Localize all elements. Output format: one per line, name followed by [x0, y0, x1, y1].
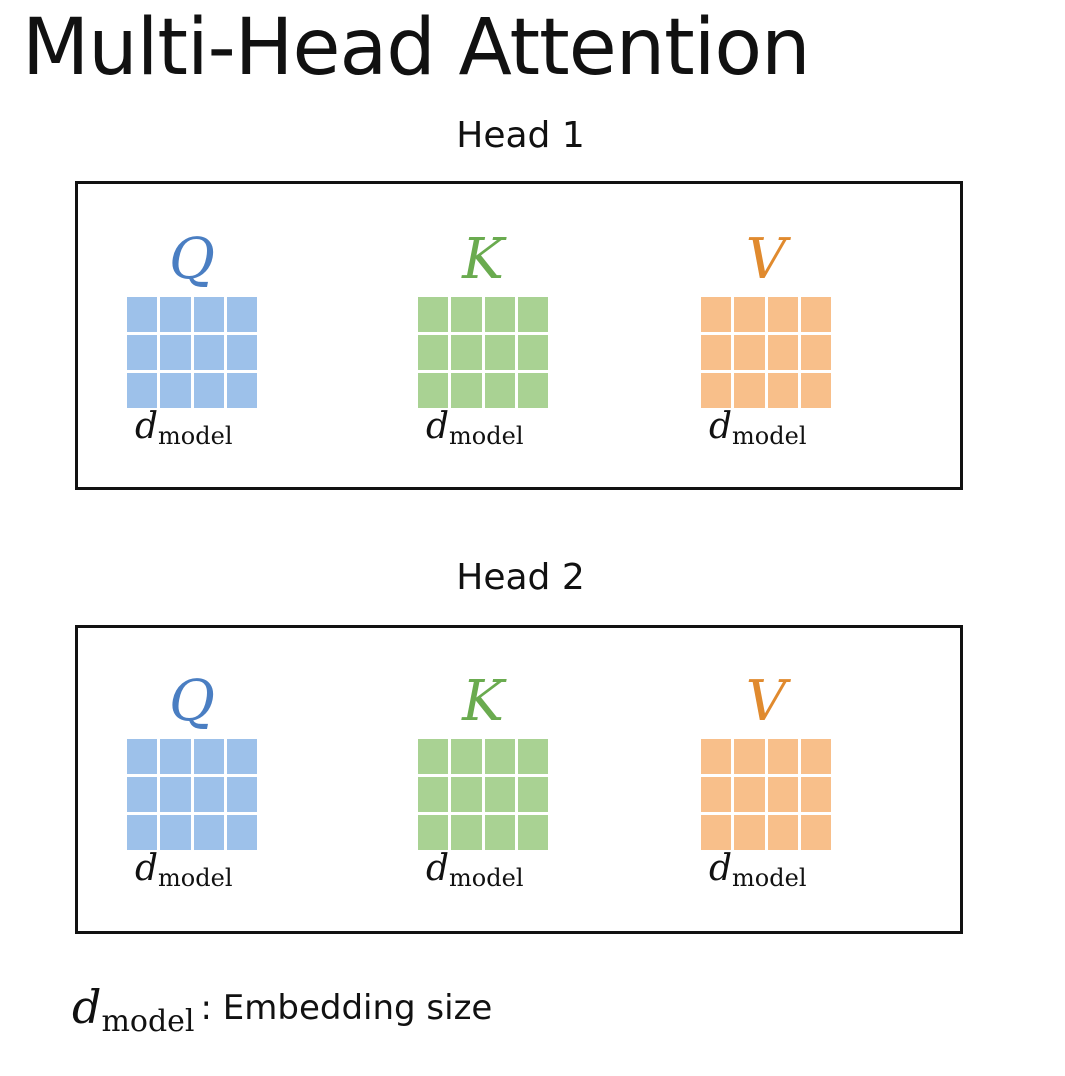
head-1-label: Head 1 — [456, 115, 585, 156]
matrix-cell — [484, 297, 515, 332]
matrix-cell — [160, 373, 191, 408]
matrix-cell — [193, 373, 224, 408]
matrix-cell — [226, 297, 257, 332]
matrix-cell — [160, 739, 191, 774]
matrix-cell — [127, 297, 158, 332]
matrix-cell — [193, 335, 224, 370]
k-dimension-label: dmodel — [426, 848, 524, 892]
matrix-cell — [193, 297, 224, 332]
matrix-cell — [418, 739, 449, 774]
matrix-cell — [127, 777, 158, 812]
legend-symbol-base: d — [72, 980, 102, 1034]
v-dimension-label: dmodel — [709, 848, 807, 892]
slide-title: Multi-Head Attention — [22, 3, 811, 93]
matrix-cell — [517, 815, 548, 850]
matrix-cell — [767, 297, 798, 332]
matrix-cell — [734, 815, 765, 850]
matrix-cell — [418, 373, 449, 408]
matrix-cell — [226, 777, 257, 812]
q-dimension-label: dmodel — [135, 848, 233, 892]
matrix-cell — [517, 297, 548, 332]
k-grid — [418, 739, 548, 850]
matrix-cell — [127, 335, 158, 370]
q-letter: Q — [169, 227, 215, 292]
q-letter: Q — [169, 669, 215, 734]
matrix-cell — [160, 335, 191, 370]
legend-description: : Embedding size — [200, 988, 493, 1028]
matrix-cell — [701, 373, 732, 408]
matrix-cell — [734, 373, 765, 408]
v-letter: V — [745, 669, 787, 734]
k-letter: K — [462, 227, 504, 292]
q-dimension-label: dmodel — [135, 406, 233, 450]
matrix-cell — [767, 777, 798, 812]
matrix-cell — [800, 815, 831, 850]
matrix-cell — [734, 297, 765, 332]
head-1-box: Q dmodel K dmodel V dmodel — [75, 181, 963, 490]
matrix-cell — [193, 815, 224, 850]
v-grid — [701, 297, 831, 408]
matrix-cell — [160, 297, 191, 332]
matrix-cell — [418, 777, 449, 812]
matrix-cell — [451, 777, 482, 812]
embedding-size-legend: dmodel: Embedding size — [72, 984, 493, 1037]
matrix-cell — [517, 373, 548, 408]
matrix-cell — [484, 335, 515, 370]
matrix-cell — [517, 335, 548, 370]
matrix-cell — [451, 739, 482, 774]
matrix-cell — [767, 815, 798, 850]
matrix-cell — [226, 815, 257, 850]
matrix-cell — [800, 373, 831, 408]
matrix-cell — [484, 739, 515, 774]
matrix-cell — [127, 739, 158, 774]
matrix-cell — [451, 297, 482, 332]
v-grid — [701, 739, 831, 850]
head-2-label: Head 2 — [456, 557, 585, 598]
matrix-cell — [193, 739, 224, 774]
matrix-cell — [484, 815, 515, 850]
head-2-box: Q dmodel K dmodel V dmodel — [75, 625, 963, 934]
matrix-cell — [418, 297, 449, 332]
matrix-cell — [160, 777, 191, 812]
k-letter: K — [462, 669, 504, 734]
matrix-cell — [701, 815, 732, 850]
q-grid — [127, 297, 257, 408]
matrix-cell — [484, 373, 515, 408]
matrix-cell — [418, 335, 449, 370]
v-dimension-label: dmodel — [709, 406, 807, 450]
matrix-cell — [800, 297, 831, 332]
matrix-cell — [451, 815, 482, 850]
matrix-cell — [226, 335, 257, 370]
matrix-cell — [767, 335, 798, 370]
matrix-cell — [767, 373, 798, 408]
matrix-cell — [127, 373, 158, 408]
matrix-cell — [701, 777, 732, 812]
matrix-cell — [127, 815, 158, 850]
matrix-cell — [734, 777, 765, 812]
matrix-cell — [193, 777, 224, 812]
matrix-cell — [701, 335, 732, 370]
matrix-cell — [800, 335, 831, 370]
matrix-cell — [451, 335, 482, 370]
matrix-cell — [226, 373, 257, 408]
matrix-cell — [734, 739, 765, 774]
matrix-cell — [734, 335, 765, 370]
v-letter: V — [745, 227, 787, 292]
matrix-cell — [517, 777, 548, 812]
legend-symbol-sub: model — [101, 1004, 195, 1039]
matrix-cell — [517, 739, 548, 774]
matrix-cell — [800, 777, 831, 812]
matrix-cell — [484, 777, 515, 812]
matrix-cell — [418, 815, 449, 850]
matrix-cell — [701, 739, 732, 774]
matrix-cell — [800, 739, 831, 774]
q-grid — [127, 739, 257, 850]
matrix-cell — [226, 739, 257, 774]
matrix-cell — [451, 373, 482, 408]
k-dimension-label: dmodel — [426, 406, 524, 450]
matrix-cell — [767, 739, 798, 774]
k-grid — [418, 297, 548, 408]
matrix-cell — [701, 297, 732, 332]
matrix-cell — [160, 815, 191, 850]
